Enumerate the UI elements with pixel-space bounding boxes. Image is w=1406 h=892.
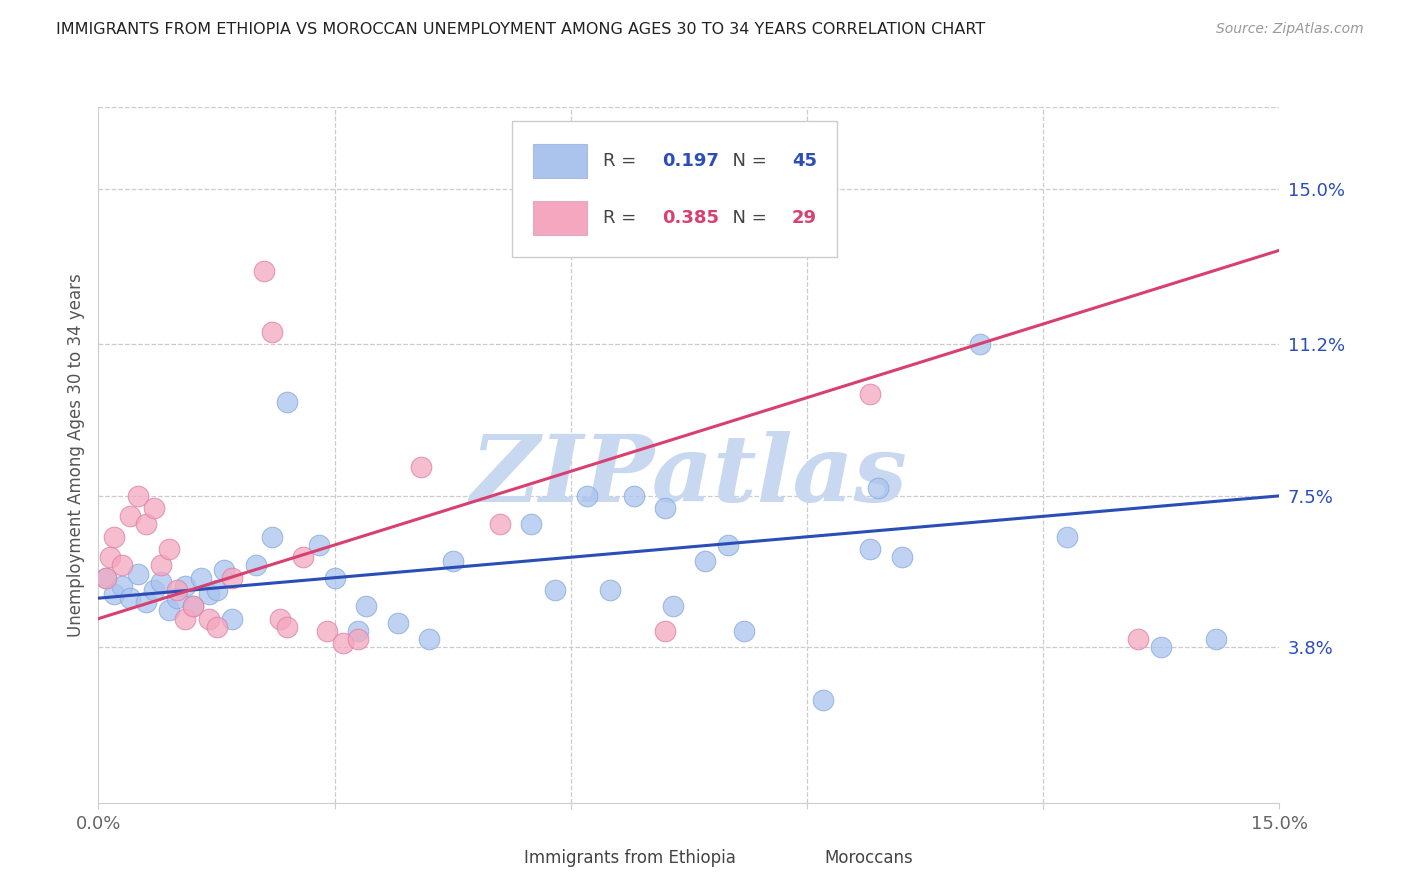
Point <box>354 599 377 614</box>
Point <box>890 550 912 565</box>
Point <box>260 325 283 339</box>
Point <box>866 481 889 495</box>
Point <box>489 517 512 532</box>
FancyBboxPatch shape <box>533 202 588 235</box>
Text: R =: R = <box>603 152 641 169</box>
Text: N =: N = <box>721 210 772 227</box>
Point <box>118 509 141 524</box>
Point <box>221 612 243 626</box>
Point <box>260 530 283 544</box>
FancyBboxPatch shape <box>512 121 837 257</box>
Point <box>599 582 621 597</box>
Point <box>315 624 337 638</box>
Text: Immigrants from Ethiopia: Immigrants from Ethiopia <box>523 849 735 867</box>
Text: N =: N = <box>721 152 772 169</box>
Point <box>205 620 228 634</box>
Point <box>693 554 716 568</box>
Text: ZIPatlas: ZIPatlas <box>471 431 907 521</box>
Point <box>214 562 236 576</box>
Point <box>717 538 740 552</box>
Point <box>1150 640 1173 655</box>
Point <box>103 587 125 601</box>
Point <box>654 624 676 638</box>
Point <box>190 571 212 585</box>
Text: 0.385: 0.385 <box>662 210 718 227</box>
Point <box>181 599 204 614</box>
Text: IMMIGRANTS FROM ETHIOPIA VS MOROCCAN UNEMPLOYMENT AMONG AGES 30 TO 34 YEARS CORR: IMMIGRANTS FROM ETHIOPIA VS MOROCCAN UNE… <box>56 22 986 37</box>
Point <box>520 517 543 532</box>
Point <box>127 489 149 503</box>
Point <box>418 632 440 646</box>
Point <box>387 615 409 630</box>
Point <box>205 582 228 597</box>
Point <box>859 542 882 557</box>
Point <box>859 386 882 401</box>
Point <box>96 571 118 585</box>
Point <box>174 579 197 593</box>
Point <box>135 595 157 609</box>
Point <box>127 566 149 581</box>
Point <box>276 620 298 634</box>
Point <box>292 550 315 565</box>
Point <box>308 538 330 552</box>
Point <box>544 582 567 597</box>
FancyBboxPatch shape <box>533 144 588 178</box>
Point <box>142 501 165 516</box>
Point <box>411 460 433 475</box>
Point <box>1126 632 1149 646</box>
Point <box>166 582 188 597</box>
Point <box>118 591 141 606</box>
Point <box>150 574 173 589</box>
Point <box>811 693 834 707</box>
Point <box>347 624 370 638</box>
Point <box>654 501 676 516</box>
Point <box>245 558 267 573</box>
Text: 29: 29 <box>792 210 817 227</box>
Point <box>253 264 276 278</box>
Point <box>662 599 685 614</box>
Point <box>1056 530 1078 544</box>
Point <box>623 489 645 503</box>
Point <box>332 636 354 650</box>
Point <box>197 587 219 601</box>
Point <box>157 542 180 557</box>
Point <box>969 337 991 351</box>
Point <box>98 550 121 565</box>
Point <box>166 591 188 606</box>
Point <box>150 558 173 573</box>
FancyBboxPatch shape <box>775 847 818 871</box>
Point <box>135 517 157 532</box>
Text: Moroccans: Moroccans <box>825 849 914 867</box>
Text: Source: ZipAtlas.com: Source: ZipAtlas.com <box>1216 22 1364 37</box>
Text: R =: R = <box>603 210 641 227</box>
FancyBboxPatch shape <box>474 847 516 871</box>
Point <box>269 612 291 626</box>
Point <box>103 530 125 544</box>
Point <box>1205 632 1227 646</box>
Point <box>733 624 755 638</box>
Point <box>197 612 219 626</box>
Point <box>157 603 180 617</box>
Point <box>96 571 118 585</box>
Point <box>347 632 370 646</box>
Point <box>221 571 243 585</box>
Y-axis label: Unemployment Among Ages 30 to 34 years: Unemployment Among Ages 30 to 34 years <box>66 273 84 637</box>
Point <box>174 612 197 626</box>
Point <box>181 599 204 614</box>
Point <box>575 489 598 503</box>
Point <box>441 554 464 568</box>
Point <box>111 579 134 593</box>
Point <box>276 394 298 409</box>
Point <box>111 558 134 573</box>
Point <box>142 582 165 597</box>
Text: 0.197: 0.197 <box>662 152 718 169</box>
Point <box>323 571 346 585</box>
Text: 45: 45 <box>792 152 817 169</box>
